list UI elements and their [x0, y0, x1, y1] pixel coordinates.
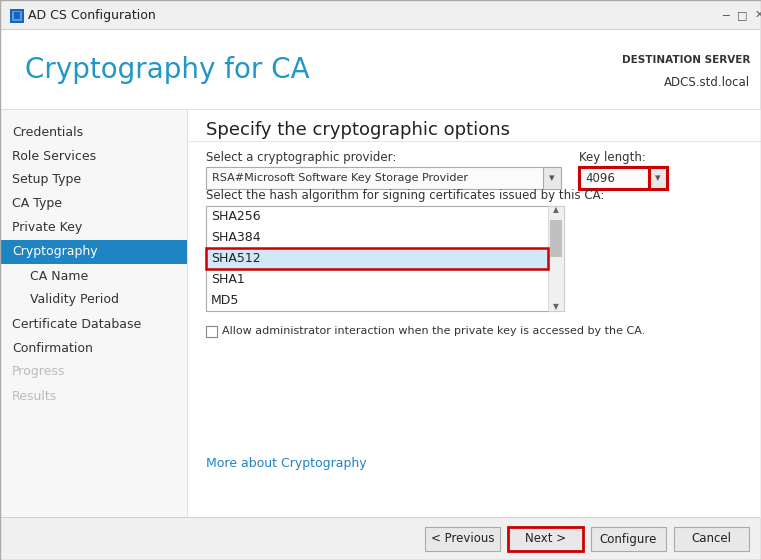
- Text: Cryptography: Cryptography: [12, 245, 97, 259]
- Text: ▾: ▾: [655, 173, 661, 183]
- Text: Select a cryptographic provider:: Select a cryptographic provider:: [206, 152, 396, 165]
- Bar: [548, 206, 564, 311]
- Text: Configure: Configure: [600, 533, 658, 545]
- Text: Private Key: Private Key: [12, 222, 82, 235]
- Bar: [1, 110, 187, 518]
- Text: MD5: MD5: [211, 294, 240, 307]
- Text: Allow administrator interaction when the private key is accessed by the CA.: Allow administrator interaction when the…: [222, 326, 645, 336]
- Bar: [1, 29, 760, 30]
- Bar: [543, 167, 561, 189]
- Text: CA Type: CA Type: [12, 198, 62, 211]
- Bar: [188, 110, 761, 518]
- Text: ─: ─: [721, 10, 728, 20]
- Bar: [188, 141, 761, 142]
- Bar: [1, 109, 760, 110]
- Bar: [206, 325, 217, 337]
- Bar: [1, 30, 760, 110]
- Bar: [206, 206, 564, 311]
- Text: Next >: Next >: [525, 533, 566, 545]
- Bar: [206, 167, 561, 189]
- Bar: [649, 167, 667, 189]
- Text: Credentials: Credentials: [12, 125, 83, 138]
- Bar: [206, 248, 548, 269]
- Bar: [674, 527, 749, 551]
- Text: ✕: ✕: [754, 10, 761, 20]
- Bar: [1, 517, 760, 518]
- Text: Select the hash algorithm for signing certificates issued by this CA:: Select the hash algorithm for signing ce…: [206, 189, 604, 203]
- Bar: [14, 12, 20, 19]
- Text: < Previous: < Previous: [431, 533, 494, 545]
- Text: SHA1: SHA1: [211, 273, 245, 286]
- Text: Specify the cryptographic options: Specify the cryptographic options: [206, 121, 510, 139]
- Bar: [591, 527, 666, 551]
- Bar: [206, 248, 548, 269]
- Bar: [425, 527, 500, 551]
- Text: Cryptography for CA: Cryptography for CA: [25, 56, 310, 84]
- Bar: [10, 9, 24, 23]
- Text: Certificate Database: Certificate Database: [12, 318, 142, 330]
- Bar: [187, 110, 188, 518]
- Text: Key length:: Key length:: [579, 152, 646, 165]
- Text: □: □: [737, 10, 747, 20]
- Bar: [1, 1, 760, 30]
- Text: Role Services: Role Services: [12, 150, 96, 162]
- Text: Progress: Progress: [12, 366, 65, 379]
- Text: SHA256: SHA256: [211, 210, 260, 223]
- Text: DESTINATION SERVER: DESTINATION SERVER: [622, 55, 750, 66]
- Bar: [1, 240, 187, 264]
- Text: ▼: ▼: [553, 302, 559, 311]
- Bar: [508, 527, 583, 551]
- Text: Confirmation: Confirmation: [12, 342, 93, 354]
- Text: RSA#Microsoft Software Key Storage Provider: RSA#Microsoft Software Key Storage Provi…: [212, 173, 468, 183]
- Text: Results: Results: [12, 390, 57, 403]
- Text: SHA384: SHA384: [211, 231, 260, 244]
- Text: 4096: 4096: [585, 171, 615, 184]
- Text: Setup Type: Setup Type: [12, 174, 81, 186]
- Text: ▲: ▲: [553, 206, 559, 214]
- Text: More about Cryptography: More about Cryptography: [206, 456, 367, 469]
- Bar: [579, 167, 667, 189]
- Text: ADCS.std.local: ADCS.std.local: [664, 76, 750, 88]
- Text: Cancel: Cancel: [692, 533, 731, 545]
- Bar: [550, 220, 562, 256]
- Text: ▾: ▾: [549, 173, 555, 183]
- Text: CA Name: CA Name: [30, 269, 88, 282]
- Text: Validity Period: Validity Period: [30, 293, 119, 306]
- Text: AD CS Configuration: AD CS Configuration: [28, 8, 156, 21]
- Bar: [1, 518, 760, 559]
- Bar: [12, 11, 22, 21]
- Text: SHA512: SHA512: [211, 252, 260, 265]
